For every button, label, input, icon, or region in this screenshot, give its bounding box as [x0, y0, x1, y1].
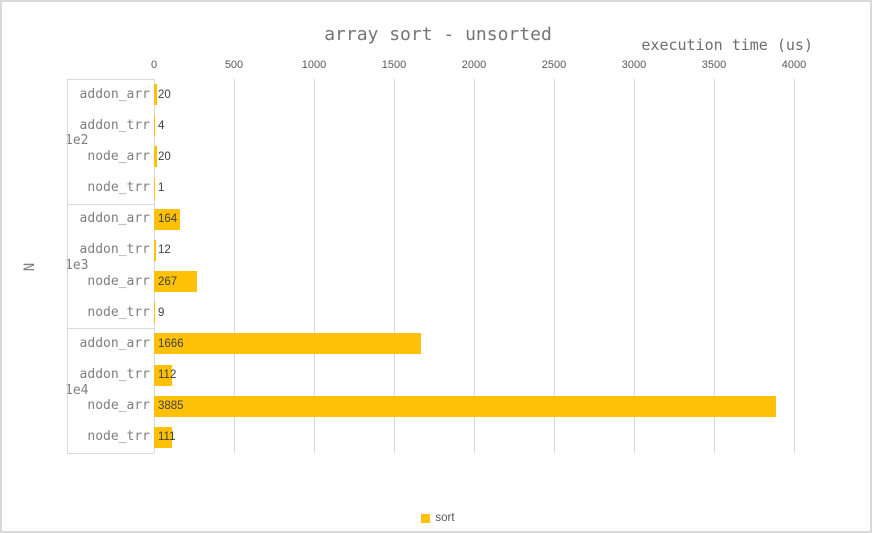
category-label-addon_trr: addon_trr: [79, 367, 150, 383]
legend-item: sort: [421, 512, 455, 524]
legend-label: sort: [435, 512, 455, 524]
gridline-x-4000: [794, 79, 795, 453]
data-label: 3885: [158, 400, 184, 413]
category-axis-border: [67, 79, 68, 453]
chart-title: array sort - unsorted: [324, 24, 552, 45]
bar-1e3-node_arr: [154, 271, 197, 293]
category-label-node_arr: node_arr: [87, 148, 150, 164]
data-label: 112: [158, 369, 177, 382]
group-separator: [67, 328, 154, 330]
data-label: 20: [158, 88, 171, 101]
data-label: 164: [158, 213, 178, 226]
x-axis-title: execution time (us): [641, 36, 813, 54]
legend: sort: [2, 512, 870, 524]
gridline-x-2500: [554, 79, 555, 453]
gridline-x-2000: [474, 79, 475, 453]
group-label-1e4: 1e4: [65, 382, 89, 398]
category-label-addon_trr: addon_trr: [79, 117, 150, 133]
group-label-1e3: 1e3: [65, 258, 89, 273]
data-label: 267: [158, 275, 178, 288]
x-tick-label: 1500: [381, 59, 407, 71]
x-tick-label: 3000: [621, 59, 647, 71]
bar-1e2-addon_trr: [154, 115, 155, 137]
category-label-node_trr: node_trr: [87, 429, 150, 445]
x-tick-label: 2000: [461, 59, 487, 71]
x-tick-label: 4000: [781, 59, 807, 71]
bar-1e2-node_arr: [154, 146, 158, 168]
group-separator: [67, 79, 154, 80]
category-label-node_arr: node_arr: [87, 273, 150, 289]
data-label: 1: [158, 182, 165, 195]
group-label-1e2: 1e2: [65, 133, 89, 149]
data-label: 1666: [158, 337, 184, 350]
x-tick-label: 1000: [301, 59, 327, 71]
y-axis-title: N: [22, 262, 38, 272]
legend-swatch: [421, 513, 431, 523]
category-label-addon_arr: addon_arr: [79, 86, 150, 102]
x-tick-label: 0: [150, 59, 158, 71]
gridline-x-1000: [314, 79, 315, 453]
gridline-x-1500: [394, 79, 395, 453]
data-label: 111: [158, 431, 176, 444]
category-label-addon_arr: addon_arr: [79, 211, 150, 227]
bar-1e2-addon_arr: [154, 84, 158, 106]
category-label-addon_trr: addon_trr: [79, 242, 150, 258]
gridline-x-3000: [634, 79, 635, 453]
data-label: 20: [158, 150, 171, 163]
category-label-node_trr: node_trr: [87, 180, 150, 196]
data-label: 9: [158, 306, 165, 319]
bar-1e3-addon_arr: [154, 208, 181, 230]
group-separator: [67, 203, 154, 205]
plot-area: 20 4 20 1 164 12 267 9 1666 112 3885 111: [154, 79, 795, 453]
gridline-x-500: [234, 79, 235, 453]
bar-1e4-node_trr: [154, 426, 172, 448]
x-tick-label: 3500: [701, 59, 727, 71]
bar-1e4-addon_trr: [154, 364, 172, 386]
bar-1e3-node_trr: [154, 302, 156, 324]
bar-1e4-node_arr: [154, 395, 776, 417]
group-separator: [67, 453, 154, 454]
category-label-node_trr: node_trr: [87, 304, 150, 320]
bar-1e3-addon_trr: [154, 239, 156, 261]
x-tick-label: 2500: [541, 59, 567, 71]
gridline-x-0: [154, 79, 155, 453]
gridline-x-3500: [714, 79, 715, 453]
bar-1e4-addon_arr: [154, 333, 421, 355]
x-tick-label: 500: [224, 59, 244, 71]
data-label: 12: [158, 244, 171, 257]
category-label-node_arr: node_arr: [87, 398, 150, 414]
data-label: 4: [158, 119, 165, 132]
category-label-addon_arr: addon_arr: [79, 335, 150, 351]
